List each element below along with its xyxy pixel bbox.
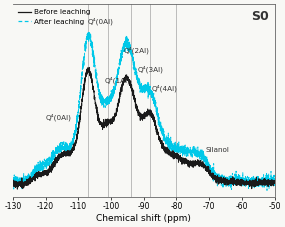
X-axis label: Chemical shift (ppm): Chemical shift (ppm) [96, 214, 191, 223]
Text: Q⁴(2Al): Q⁴(2Al) [124, 46, 150, 54]
Text: Q⁴(1Al): Q⁴(1Al) [104, 77, 130, 84]
Legend: Before leaching, After leaching: Before leaching, After leaching [17, 8, 92, 26]
Text: Q⁴(0Al): Q⁴(0Al) [46, 114, 71, 121]
Text: Silanol: Silanol [206, 147, 230, 153]
Text: S0: S0 [252, 10, 269, 23]
Text: Q⁴(4Al): Q⁴(4Al) [152, 85, 178, 92]
Text: Q⁴(3Al): Q⁴(3Al) [137, 66, 163, 73]
Text: Q⁴(0Al): Q⁴(0Al) [88, 17, 114, 25]
